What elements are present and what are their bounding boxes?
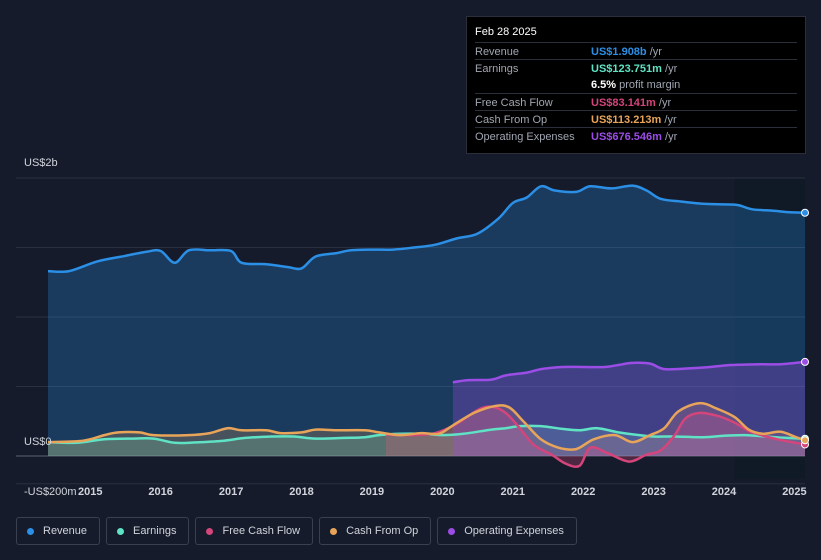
legend-item-earnings[interactable]: Earnings [106,517,190,545]
cash-from-op-line [47,401,806,451]
operating-expenses-line [452,360,806,384]
legend-item-operating-expenses[interactable]: Operating Expenses [437,517,577,545]
legend-label: Free Cash Flow [222,525,301,537]
y-tick-label: -US$200m [24,486,77,498]
chart-areas [48,185,805,467]
tooltip-value-text: US$676.546m [591,131,662,143]
x-axis-labels: 2015 2016 2017 2018 2019 2020 2021 2022 2023 2024… [78,486,807,498]
tooltip-unit-text: /yr [661,114,677,126]
chart-gridlines [16,177,805,485]
tooltip-row-value: US$113.213m /yr [591,114,677,126]
earnings-area [48,425,805,456]
x-tick-label: 2017 [219,486,243,498]
legend-label: Cash From Op [346,525,419,537]
tooltip-row-label: Operating Expenses [475,131,575,143]
tooltip-value-text: US$83.141m [591,97,656,109]
tooltip-row-label: Revenue [475,46,520,58]
operating-expenses-area [452,361,805,456]
chart-legend: Revenue Earnings Free Cash Flow Cash From O… [16,517,577,547]
tooltip-value-text: US$1.908b [591,46,647,58]
data-tooltip: Feb 28 2025 Revenue US$1.908b /yr Earnings… [466,16,806,154]
legend-dot-icon [27,527,34,535]
tooltip-value-text: US$113.213m [591,114,662,126]
tooltip-row-value: 6.5% profit margin [591,79,680,91]
legend-dot-icon [117,527,125,535]
tooltip-row-label: Free Cash Flow [475,97,553,109]
tooltip-row-value: US$83.141m /yr [591,97,671,109]
cash-from-op-end-dot [801,436,809,445]
legend-dot-icon [448,527,456,535]
y-tick-label: US$2b [24,157,58,169]
tooltip-row-value: US$123.751m /yr [591,63,677,75]
y-axis-labels: US$2b US$0 -US$200m [24,157,77,498]
x-tick-label: 2025 [782,486,806,498]
tooltip-row: Cash From Op US$113.213m /yr [475,110,797,128]
x-tick-label: 2022 [571,486,595,498]
chart-end-dots [801,208,809,449]
legend-item-free-cash-flow[interactable]: Free Cash Flow [195,517,314,545]
x-tick-label: 2018 [289,486,313,498]
legend-item-cash-from-op[interactable]: Cash From Op [319,517,432,545]
x-tick-label: 2024 [712,486,737,498]
free-cash-flow-area [386,406,805,467]
tooltip-row-label: Earnings [475,63,519,75]
tooltip-unit-text: /yr [661,63,678,75]
tooltip-row-value: US$1.908b /yr [591,46,662,58]
tooltip-unit-text: /yr [661,131,678,143]
revenue-line [47,184,806,274]
tooltip-row: 6.5% profit margin [475,76,797,93]
x-tick-label: 2015 [78,486,102,498]
tooltip-date: Feb 28 2025 [475,26,537,38]
tooltip-unit-text: /yr [655,97,672,109]
legend-label: Operating Expenses [464,525,564,537]
legend-label: Revenue [43,525,88,537]
x-tick-label: 2016 [148,486,172,498]
x-tick-label: 2021 [501,486,525,498]
tooltip-row: Free Cash Flow US$83.141m /yr [475,93,797,111]
chart-lines [47,184,806,469]
legend-label: Earnings [133,525,177,537]
y-tick-label: US$0 [24,436,52,448]
revenue-end-dot [801,208,809,217]
legend-item-revenue[interactable]: Revenue [16,517,101,545]
legend-dot-icon [330,527,338,535]
tooltip-row: Revenue US$1.908b /yr [475,42,797,60]
tooltip-row: Earnings US$123.751m /yr [475,59,797,77]
cash-from-op-area [48,403,805,456]
legend-dot-icon [206,527,214,535]
earnings-line [47,424,806,445]
tooltip-row: Operating Expenses US$676.546m /yr [475,127,797,145]
tooltip-value-text: US$123.751m [591,63,662,75]
x-tick-label: 2020 [430,486,454,498]
tooltip-unit-text: /yr [646,46,662,58]
tooltip-row-label: Cash From Op [475,114,548,126]
tooltip-row-value: US$676.546m /yr [591,131,677,143]
x-tick-label: 2023 [641,486,665,498]
operating-expenses-end-dot [801,357,809,366]
tooltip-unit-text: profit margin [616,79,681,91]
x-tick-label: 2019 [360,486,384,498]
revenue-area [48,185,805,457]
tooltip-value-text: 6.5% [591,79,617,91]
